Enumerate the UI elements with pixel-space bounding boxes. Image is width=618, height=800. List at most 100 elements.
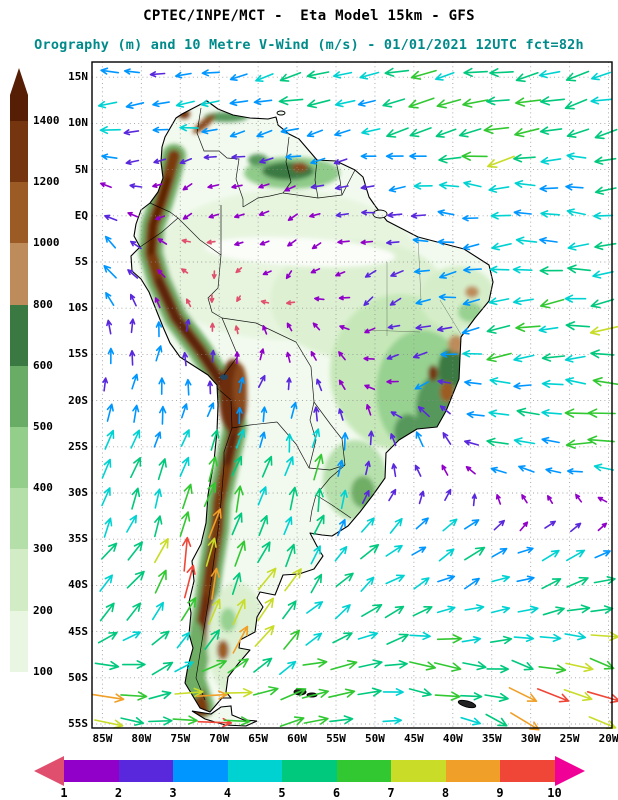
wind-arrow xyxy=(234,540,246,567)
wind-arrow xyxy=(508,687,538,702)
wind-arrow xyxy=(285,351,291,363)
terrain-patch xyxy=(457,412,467,424)
wind-arrow xyxy=(514,180,536,188)
wind-arrow xyxy=(536,688,570,703)
wind-arrow xyxy=(181,536,192,572)
map-frame xyxy=(91,61,613,729)
lat-label: 15S xyxy=(68,347,88,361)
wind-arrow xyxy=(488,297,510,306)
lon-label: 70W xyxy=(209,732,230,745)
wind-arrow xyxy=(306,70,330,79)
wind-arrow xyxy=(310,157,326,165)
wind-arrow xyxy=(409,661,436,671)
terrain-patch xyxy=(292,162,308,172)
wind-arrow xyxy=(465,466,476,475)
wind-arrow xyxy=(206,402,215,418)
wind-arrow xyxy=(440,351,458,358)
wind-arrow xyxy=(123,129,140,136)
wind-arrow xyxy=(590,631,618,641)
wind-arrow xyxy=(104,235,117,249)
wind-arrow xyxy=(338,295,351,301)
wind-arrow xyxy=(357,687,382,697)
wind-speed-label: 2 xyxy=(114,786,123,800)
wind-arrow xyxy=(410,69,437,80)
wind-arrow xyxy=(512,265,533,274)
wind-arrow xyxy=(181,238,191,244)
wind-arrow xyxy=(154,569,167,594)
wind-arrow xyxy=(493,519,505,531)
wind-arrow xyxy=(334,546,348,562)
wind-arrow xyxy=(464,577,480,590)
wind-arrow xyxy=(490,635,513,645)
wind-arrow xyxy=(413,182,433,190)
wind-arrow xyxy=(286,322,293,332)
wind-arrow xyxy=(155,321,163,338)
wind-arrow xyxy=(179,124,199,132)
lat-label: 10S xyxy=(68,301,88,315)
wind-arrow xyxy=(106,319,113,335)
wind-arrow xyxy=(314,296,325,302)
wind-arrow xyxy=(92,693,125,703)
lat-label: 40S xyxy=(68,578,88,592)
wind-arrow xyxy=(544,520,556,529)
wind-arrow xyxy=(279,71,302,82)
lon-label: 25W xyxy=(559,732,580,745)
elevation-segment xyxy=(10,365,28,427)
wind-arrow xyxy=(337,518,346,537)
wind-arrow xyxy=(515,97,542,107)
lat-label: 25S xyxy=(68,439,88,453)
wind-arrow xyxy=(592,377,618,387)
wind-arrow xyxy=(153,158,167,164)
wind-arrow xyxy=(587,435,615,445)
wind-arrow xyxy=(311,242,322,250)
country-border xyxy=(335,160,343,196)
wind-arrow xyxy=(126,514,137,533)
wind-arrow xyxy=(204,629,220,650)
wind-arrow xyxy=(151,661,174,676)
wind-arrow xyxy=(152,183,163,188)
wind-arrow xyxy=(541,436,560,444)
country-border xyxy=(308,401,317,469)
wind-arrow xyxy=(408,688,432,697)
elevation-segment xyxy=(10,671,28,700)
wind-arrow xyxy=(365,404,372,416)
wind-arrow xyxy=(587,408,616,418)
wind-arrow xyxy=(590,349,615,359)
wind-arrow xyxy=(565,439,593,449)
wind-arrow xyxy=(196,690,228,700)
wind-arrow xyxy=(384,67,410,77)
terrain-patch xyxy=(323,440,387,520)
wind-arrow xyxy=(593,463,615,472)
wind-arrow xyxy=(415,324,432,331)
wind-arrow xyxy=(594,186,617,195)
wind-arrow xyxy=(364,384,376,391)
wind-arrow xyxy=(565,321,591,331)
wind-arrow xyxy=(464,379,482,387)
wind-arrow xyxy=(259,431,266,448)
wind-arrow xyxy=(231,154,246,160)
wind-arrow xyxy=(538,664,567,674)
wind-arrow xyxy=(154,488,162,509)
wind-arrow xyxy=(389,297,402,306)
wind-arrow xyxy=(154,538,169,564)
wind-arrow xyxy=(179,456,190,477)
wind-arrow xyxy=(564,98,588,110)
wind-arrow xyxy=(337,239,350,245)
lat-label: 5S xyxy=(74,255,88,268)
wind-arrow xyxy=(462,349,483,358)
wind-arrow xyxy=(148,716,173,726)
wind-arrow xyxy=(206,239,216,245)
wind-arrow xyxy=(565,377,587,386)
wind-speed-label: 9 xyxy=(496,786,504,800)
wind-arrow xyxy=(357,631,379,640)
wind-arrow xyxy=(409,152,427,160)
wind-arrow xyxy=(491,547,508,558)
wind-arrow xyxy=(360,184,375,191)
lon-label: 65W xyxy=(248,732,269,745)
lon-label: 85W xyxy=(92,732,113,745)
lon-label: 75W xyxy=(170,732,191,745)
elevation-label: 1000 xyxy=(33,236,60,250)
wind-arrow xyxy=(120,717,145,726)
wind-arrow xyxy=(364,269,377,278)
wind-arrow xyxy=(363,356,375,362)
